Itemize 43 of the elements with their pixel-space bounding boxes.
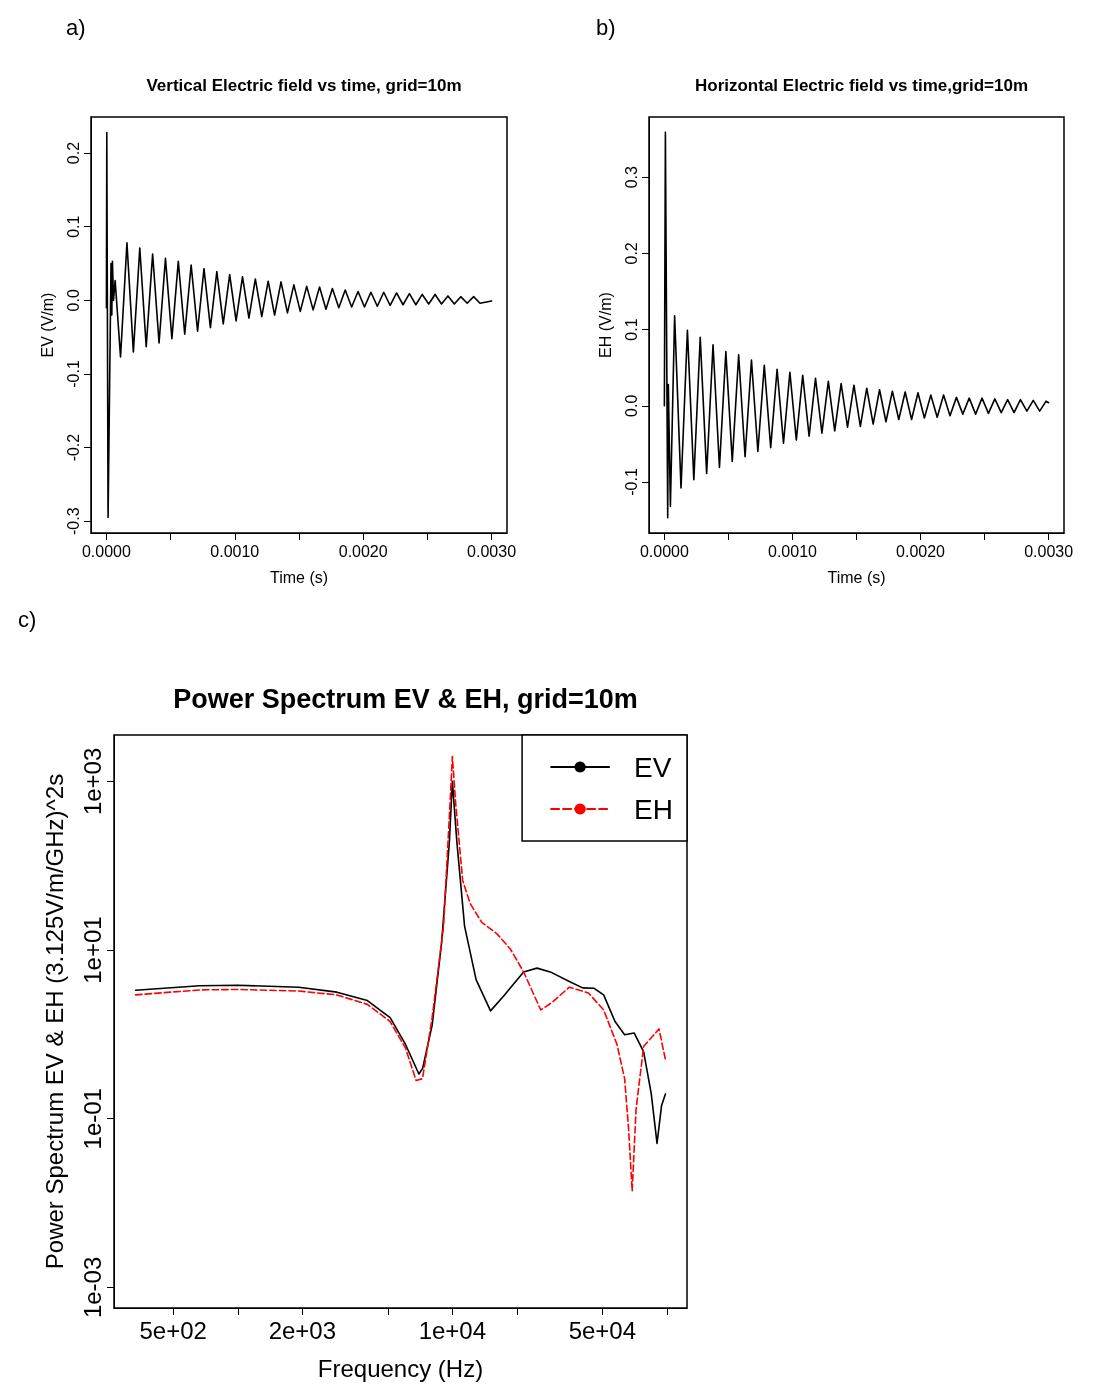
y-tick-label: 0.0	[622, 394, 640, 417]
x-tick-label: 0.0030	[467, 542, 517, 560]
x-axis-title: Time (s)	[269, 568, 329, 586]
y-tick-label: -0.2	[64, 433, 82, 462]
x-tick-label: 0.0010	[767, 542, 818, 560]
line-series	[663, 131, 1050, 519]
x-axis-title: Frequency (Hz)	[317, 1354, 484, 1382]
legend-label: EV	[634, 751, 672, 783]
x-tick-label: 0.0010	[210, 542, 260, 560]
y-tick-label: -0.1	[622, 468, 640, 496]
chart-title: Horizontal Electric field vs time,grid=10m	[694, 76, 1029, 95]
text: c)	[18, 606, 37, 632]
x-tick-label: 2e+03	[268, 1316, 337, 1344]
x-tick-label: 1e+04	[418, 1316, 487, 1344]
y-tick-label: 0.2	[64, 141, 82, 165]
y-tick-label: -0.1	[64, 360, 82, 388]
x-tick-label: 5e+02	[139, 1316, 207, 1344]
x-tick-label: 0.0020	[896, 542, 946, 560]
y-tick-label: 1e-03	[78, 1256, 106, 1319]
chart-title: Vertical Electric field vs time, grid=10m	[146, 76, 462, 95]
text: b)	[596, 14, 616, 40]
y-tick-label: 1e+01	[78, 916, 106, 984]
x-tick-label: 5e+04	[568, 1316, 637, 1344]
y-tick-label: 1e-01	[78, 1088, 106, 1150]
y-tick-label: 0.1	[64, 215, 82, 238]
legend-label: EH	[634, 793, 674, 825]
x-tick-label: 0.0030	[1024, 542, 1074, 560]
x-axis-title: Time (s)	[827, 568, 886, 586]
chart-title: Power Spectrum EV & EH, grid=10m	[173, 683, 638, 714]
y-axis-title: EV (V/m)	[38, 292, 56, 358]
y-tick-label: 0.0	[64, 289, 82, 312]
y-tick-label: 0.1	[622, 318, 640, 341]
y-axis-title: Power Spectrum EV & EH (3.125V/m/GHz)^2s	[40, 773, 68, 1270]
text: a)	[66, 14, 86, 40]
y-tick-label: -0.3	[64, 507, 82, 536]
x-tick-label: 0.0000	[81, 542, 131, 560]
y-axis-title: EH (V/m)	[596, 292, 614, 358]
y-tick-label: 1e+03	[78, 747, 106, 816]
x-tick-label: 0.0000	[639, 542, 689, 560]
y-tick-label: 0.2	[622, 242, 640, 265]
x-tick-label: 0.0020	[338, 542, 388, 560]
line-series	[105, 131, 493, 519]
y-tick-label: 0.3	[622, 165, 640, 189]
